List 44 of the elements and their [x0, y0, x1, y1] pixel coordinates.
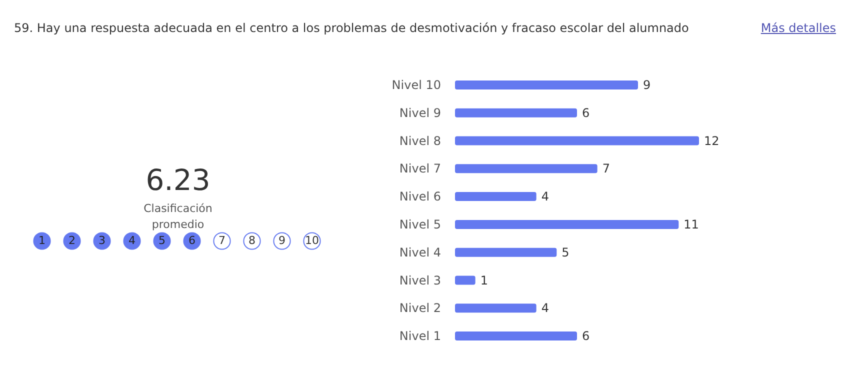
bar	[455, 80, 638, 90]
bar	[455, 220, 679, 229]
text: 5	[158, 234, 166, 247]
data-label: 4	[541, 301, 549, 316]
text: 9	[278, 234, 286, 247]
text: 3	[98, 234, 106, 247]
y-tick-label: Nivel 5	[399, 217, 441, 232]
y-tick-label: Nivel 9	[399, 106, 441, 120]
text: 1	[38, 234, 46, 247]
text: 2	[68, 234, 76, 247]
bar	[455, 332, 577, 341]
bar	[455, 136, 699, 146]
y-tick-label: Nivel 3	[399, 273, 441, 288]
text: Clasificación promedio	[142, 201, 214, 233]
y-tick-label: Nivel 10	[392, 78, 441, 92]
bar	[455, 108, 577, 118]
y-tick-label: Nivel 8	[399, 134, 441, 148]
text: 6.23	[144, 163, 212, 197]
y-tick-label: Nivel 7	[399, 162, 441, 176]
bar	[455, 276, 476, 285]
text: 10	[305, 234, 319, 247]
bar	[455, 192, 536, 202]
y-tick-label: Nivel 2	[399, 301, 441, 316]
bar	[455, 248, 557, 257]
bar	[455, 164, 598, 174]
data-label: 11	[684, 217, 699, 232]
data-label: 9	[643, 78, 651, 92]
text: 6	[188, 234, 196, 247]
text: Más detalles	[760, 21, 836, 35]
data-label: 12	[704, 134, 720, 148]
data-label: 5	[562, 245, 570, 260]
data-label: 6	[582, 329, 590, 344]
y-tick-label: Nivel 1	[399, 329, 441, 344]
data-label: 1	[480, 273, 488, 288]
data-label: 4	[541, 190, 549, 204]
text: 7	[218, 234, 226, 247]
text: 59. Hay una respuesta adecuada en el centro a los problemas de desmotivación y fracaso escolar del alumnado	[14, 21, 689, 35]
y-tick-label: Nivel 4	[399, 245, 441, 260]
text: 4	[128, 234, 136, 247]
bar	[455, 304, 536, 313]
data-label: 6	[582, 106, 590, 120]
text: 8	[248, 234, 256, 247]
y-tick-label: Nivel 6	[399, 190, 441, 204]
data-label: 7	[602, 162, 610, 176]
